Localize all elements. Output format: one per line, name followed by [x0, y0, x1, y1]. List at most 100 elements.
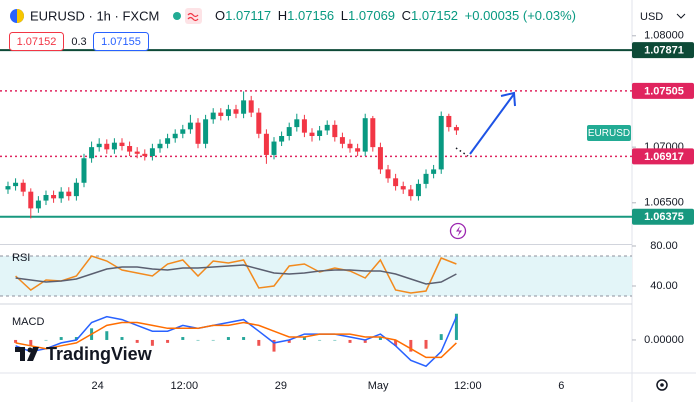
candle-body — [362, 118, 368, 152]
symbol-tag — [587, 125, 631, 141]
y-tick-label: 0.00000 — [644, 334, 684, 346]
histogram-bar — [424, 339, 428, 349]
buy-button[interactable] — [93, 32, 149, 51]
symbol-icon-half — [17, 9, 24, 23]
brand-name: TradingView — [46, 344, 153, 364]
candle-body — [142, 153, 148, 157]
event-bolt[interactable] — [456, 226, 462, 237]
histogram-bar — [439, 334, 443, 340]
candle-body — [431, 169, 437, 174]
symbol-tag-label: EURUSD — [588, 128, 630, 139]
currency-chevron[interactable] — [676, 13, 686, 19]
candle-body — [96, 143, 102, 148]
candle-body — [35, 200, 41, 209]
candle-body — [301, 119, 307, 133]
histogram-bar — [378, 337, 382, 340]
candle-body — [165, 138, 171, 144]
histogram-bar — [333, 339, 337, 341]
histogram-bar — [454, 313, 458, 340]
candle-body — [119, 142, 125, 147]
pane-label: MACD — [12, 316, 44, 328]
x-tick-label: May — [368, 380, 389, 392]
candle-body — [248, 100, 254, 113]
candle-body — [28, 191, 34, 209]
candle-body — [408, 189, 414, 197]
candle-body — [104, 143, 110, 150]
candle-body — [415, 183, 421, 197]
candle-body — [210, 112, 216, 120]
spread: 0.3 — [71, 36, 86, 48]
histogram-bar — [150, 339, 154, 346]
level-label: 1.06375 — [644, 211, 684, 223]
level-label: 1.06917 — [644, 151, 684, 163]
sell-button[interactable] — [9, 32, 64, 51]
histogram-bar — [302, 337, 306, 340]
market-open-dot — [173, 12, 181, 20]
candle-body — [13, 182, 19, 187]
buy-price[interactable]: 1.07155 — [101, 36, 141, 48]
indicator-line — [15, 264, 457, 285]
candle-body — [203, 119, 209, 144]
candle-body — [286, 127, 292, 136]
ohlc-value: 1.07117 — [225, 8, 271, 23]
indicator-line — [15, 255, 457, 294]
level-label: 1.07505 — [644, 85, 684, 97]
plot-layer: 24 12:00 29 May 12:00 61.080001.070001.065001… — [0, 30, 694, 392]
histogram-bar — [409, 339, 413, 352]
candle-body — [279, 136, 285, 142]
candle-body — [324, 124, 330, 131]
candle-body — [149, 148, 155, 157]
histogram-bar — [196, 339, 200, 341]
candle-body — [73, 182, 79, 197]
ohlc-change: +0.00035 (+0.03%) — [465, 8, 576, 23]
rsi-band — [0, 256, 632, 296]
candle-body — [355, 148, 361, 152]
histogram-bar — [211, 339, 215, 341]
candle-body — [332, 124, 338, 138]
histogram-bar — [105, 331, 109, 340]
histogram-bar — [135, 339, 139, 343]
histogram-bar — [74, 337, 78, 340]
candle-body — [127, 146, 133, 152]
candle-body — [263, 133, 269, 155]
settings-icon[interactable] — [656, 379, 668, 391]
ohlc-label: L — [341, 8, 348, 23]
y-tick-label: 40.00 — [650, 280, 678, 292]
histogram-bar — [120, 337, 124, 340]
candle-body — [5, 186, 11, 190]
histogram-bar — [181, 337, 185, 340]
logo-mark — [15, 347, 25, 361]
logo: TradingView — [15, 344, 153, 364]
candle-body — [400, 186, 406, 190]
currency[interactable]: USD — [640, 11, 663, 23]
histogram-bar — [394, 339, 398, 346]
candle-body — [20, 182, 26, 192]
level-tag — [632, 82, 694, 99]
settings-icon-center[interactable] — [660, 383, 664, 387]
logo-mark — [27, 347, 39, 361]
candle-body — [187, 122, 193, 130]
candle-body — [377, 147, 383, 170]
ohlc-value: 1.07069 — [348, 8, 395, 23]
level-label: 1.07871 — [644, 45, 684, 57]
candle-body — [347, 143, 353, 149]
candle-body — [393, 178, 399, 187]
histogram-bar — [166, 339, 170, 343]
histogram-bar — [318, 339, 322, 341]
candle-body — [111, 142, 117, 150]
histogram-bar — [363, 339, 367, 343]
ohlc-label: C — [402, 8, 411, 23]
candle-body — [134, 151, 140, 154]
histogram-bar — [226, 337, 230, 340]
sell-price[interactable]: 1.07152 — [17, 36, 57, 48]
indicator-line — [15, 321, 457, 359]
candle-body — [309, 132, 315, 136]
candle-body — [66, 191, 72, 197]
candle-body — [271, 141, 277, 155]
candle-body — [256, 112, 262, 134]
y-tick-label: 1.06500 — [644, 197, 684, 209]
candle-body — [339, 137, 345, 144]
histogram-bar — [59, 337, 63, 340]
histogram-bar — [287, 339, 291, 343]
